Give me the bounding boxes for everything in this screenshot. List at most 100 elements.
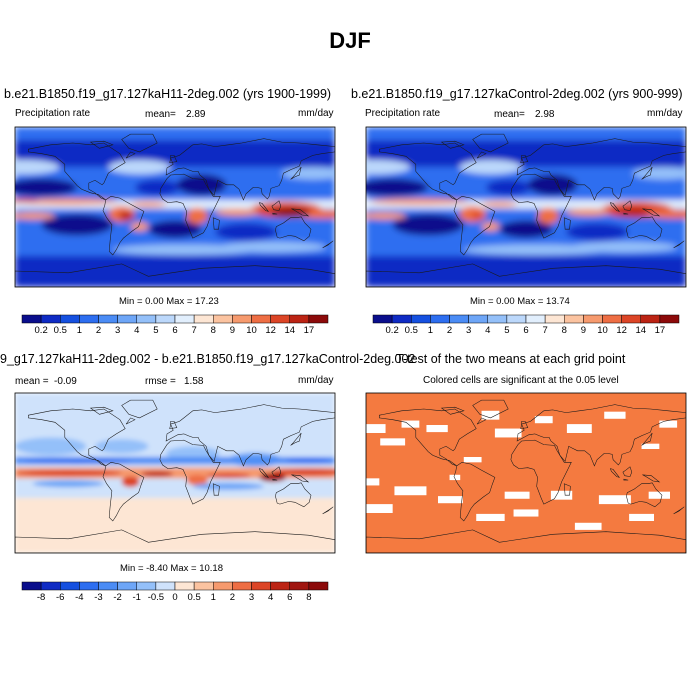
- polar-dry-s: [15, 255, 335, 287]
- panel-2-colorbar-tick-4: 3: [466, 325, 471, 336]
- coastline-16: [125, 151, 136, 159]
- coastline-13: [563, 483, 571, 496]
- subtropic-dry-1: [366, 178, 429, 197]
- maritime-max: [271, 207, 311, 217]
- coastline-14: [520, 421, 529, 429]
- maritime-max: [616, 207, 649, 217]
- panel-3-colorbar-tick-10: 2: [230, 592, 235, 603]
- neg-npac: [15, 437, 87, 456]
- subtropic-dry-3: [135, 179, 180, 196]
- panel-1-units: mm/day: [298, 108, 334, 119]
- panel-2-colorbar-swatch-11: [583, 314, 603, 324]
- coastline-5: [275, 482, 312, 508]
- panel-2-colorbar-tick-6: 5: [504, 325, 509, 336]
- panel-2-colorbar-swatch-5: [468, 314, 488, 324]
- panel-2-map: [366, 127, 686, 287]
- panel-4-coastlines: [366, 399, 686, 553]
- panel-1-map: [15, 127, 335, 287]
- coastline-15: [440, 406, 465, 415]
- coastline-9: [642, 474, 661, 483]
- panel-3-frame: [14, 392, 336, 554]
- panel-4-subtitle: Colored cells are significant at the 0.0…: [423, 375, 619, 386]
- pos-amazon: [121, 476, 140, 488]
- coastline-0: [28, 408, 126, 467]
- panel-3-colorbar-tick-7: 0: [172, 592, 177, 603]
- pos-band: [15, 467, 335, 479]
- coastline-12: [673, 240, 685, 249]
- panel-3-colorbar-tick-4: -2: [113, 592, 121, 603]
- panel-2-colorbar-swatch-6: [487, 314, 508, 324]
- panel-1-colorbar-tick-5: 4: [134, 325, 139, 336]
- panel-2-colorbar-swatch-1: [391, 314, 412, 324]
- insignificant-cell-6: [566, 424, 592, 433]
- neg-sepac: [32, 480, 104, 488]
- pos-ind: [206, 473, 251, 479]
- panel-2-colorbar-swatch-10: [564, 314, 584, 324]
- insignificant-cell-23: [641, 443, 660, 449]
- coastline-6: [609, 468, 621, 478]
- panel-2-colorbar-swatch-15: [659, 314, 680, 324]
- pos-epac: [15, 469, 122, 477]
- insignificant-cell-13: [366, 504, 393, 513]
- coastline-7: [623, 212, 629, 215]
- panel-3-colorbar-swatch-15: [308, 581, 329, 591]
- spcz-2: [15, 212, 55, 220]
- pos-wpac: [272, 468, 335, 476]
- panel-3-colorbar-tick-13: 6: [287, 592, 292, 603]
- spcz-1: [646, 209, 686, 219]
- panel-3-map: [15, 393, 335, 553]
- africa-conv: [537, 207, 559, 224]
- panel-2-colorbar-swatch-2: [411, 314, 431, 324]
- panel-3-colorbar-tick-12: 4: [268, 592, 273, 603]
- panel-1-colorbar-tick-3: 2: [96, 325, 101, 336]
- panel-3-units: mm/day: [298, 375, 334, 386]
- panel-1-colorbar-tick-6: 5: [153, 325, 158, 336]
- south-pos: [15, 497, 335, 553]
- panel-1-minmax: Min = 0.00 Max = 17.23: [119, 296, 219, 307]
- coastline-12: [673, 506, 685, 515]
- panel-3-colorbar-tick-2: -4: [75, 592, 83, 603]
- sacz: [481, 222, 500, 231]
- coastline-5: [626, 216, 663, 242]
- coastline-6: [609, 202, 621, 212]
- panel-2-colorbar-swatch-12: [602, 314, 622, 324]
- insignificant-cell-16: [648, 491, 670, 499]
- storm-track-wpac: [281, 167, 335, 180]
- panel-2-mean-label: mean=: [494, 109, 525, 120]
- coastline-0: [28, 142, 126, 201]
- panel-2-colorbar-tick-12: 12: [616, 325, 627, 336]
- panel-3-coastlines: [15, 399, 335, 553]
- coastline-0: [379, 408, 477, 467]
- panel-2-colorbar-tick-7: 6: [523, 325, 528, 336]
- panel-3-colorbar-swatch-6: [136, 581, 157, 591]
- insignificant-cell-19: [629, 513, 654, 521]
- panel-3-colorbar-swatch-9: [193, 581, 214, 591]
- subtropic-dry-4: [499, 220, 553, 239]
- panel-3-mean-value: -0.09: [54, 376, 77, 387]
- panel-1-colorbar-swatch-15: [308, 314, 329, 324]
- coastline-7: [272, 478, 278, 481]
- subtropic-dry-1: [15, 178, 78, 197]
- insignificant-cell-22: [463, 457, 482, 463]
- panel-3-colorbar-swatch-0: [21, 581, 42, 591]
- panel-2-colorbar-tick-8: 7: [542, 325, 547, 336]
- panel-1-colorbar-swatch-0: [21, 314, 42, 324]
- panel-1-colorbar-tick-13: 14: [284, 325, 295, 336]
- panel-1-colorbar-swatch-9: [193, 314, 214, 324]
- panel-1-colorbar-swatch-14: [289, 314, 310, 324]
- panel-1-mean-value: 2.89: [186, 109, 206, 120]
- panel-1-colorbar-swatch-3: [79, 314, 99, 324]
- panel-1-colorbar-swatch-11: [232, 314, 252, 324]
- insignificant-cell-12: [504, 491, 530, 499]
- coastline-15: [89, 406, 114, 415]
- insignificant-cell-21: [513, 509, 539, 517]
- itcz-atl: [481, 201, 518, 207]
- panel-2-coastlines: [366, 133, 686, 287]
- coastline-16: [125, 417, 136, 425]
- indian-ocean-conv: [566, 208, 611, 216]
- panel-1-colorbar-tick-4: 3: [115, 325, 120, 336]
- panel-2-colorbar-swatch-3: [430, 314, 450, 324]
- panel-1-colorbar-tick-2: 1: [77, 325, 82, 336]
- neg-band-n: [15, 457, 335, 465]
- panel-2-title: b.e21.B1850.f19_g17.127kaControl-2deg.00…: [351, 87, 683, 101]
